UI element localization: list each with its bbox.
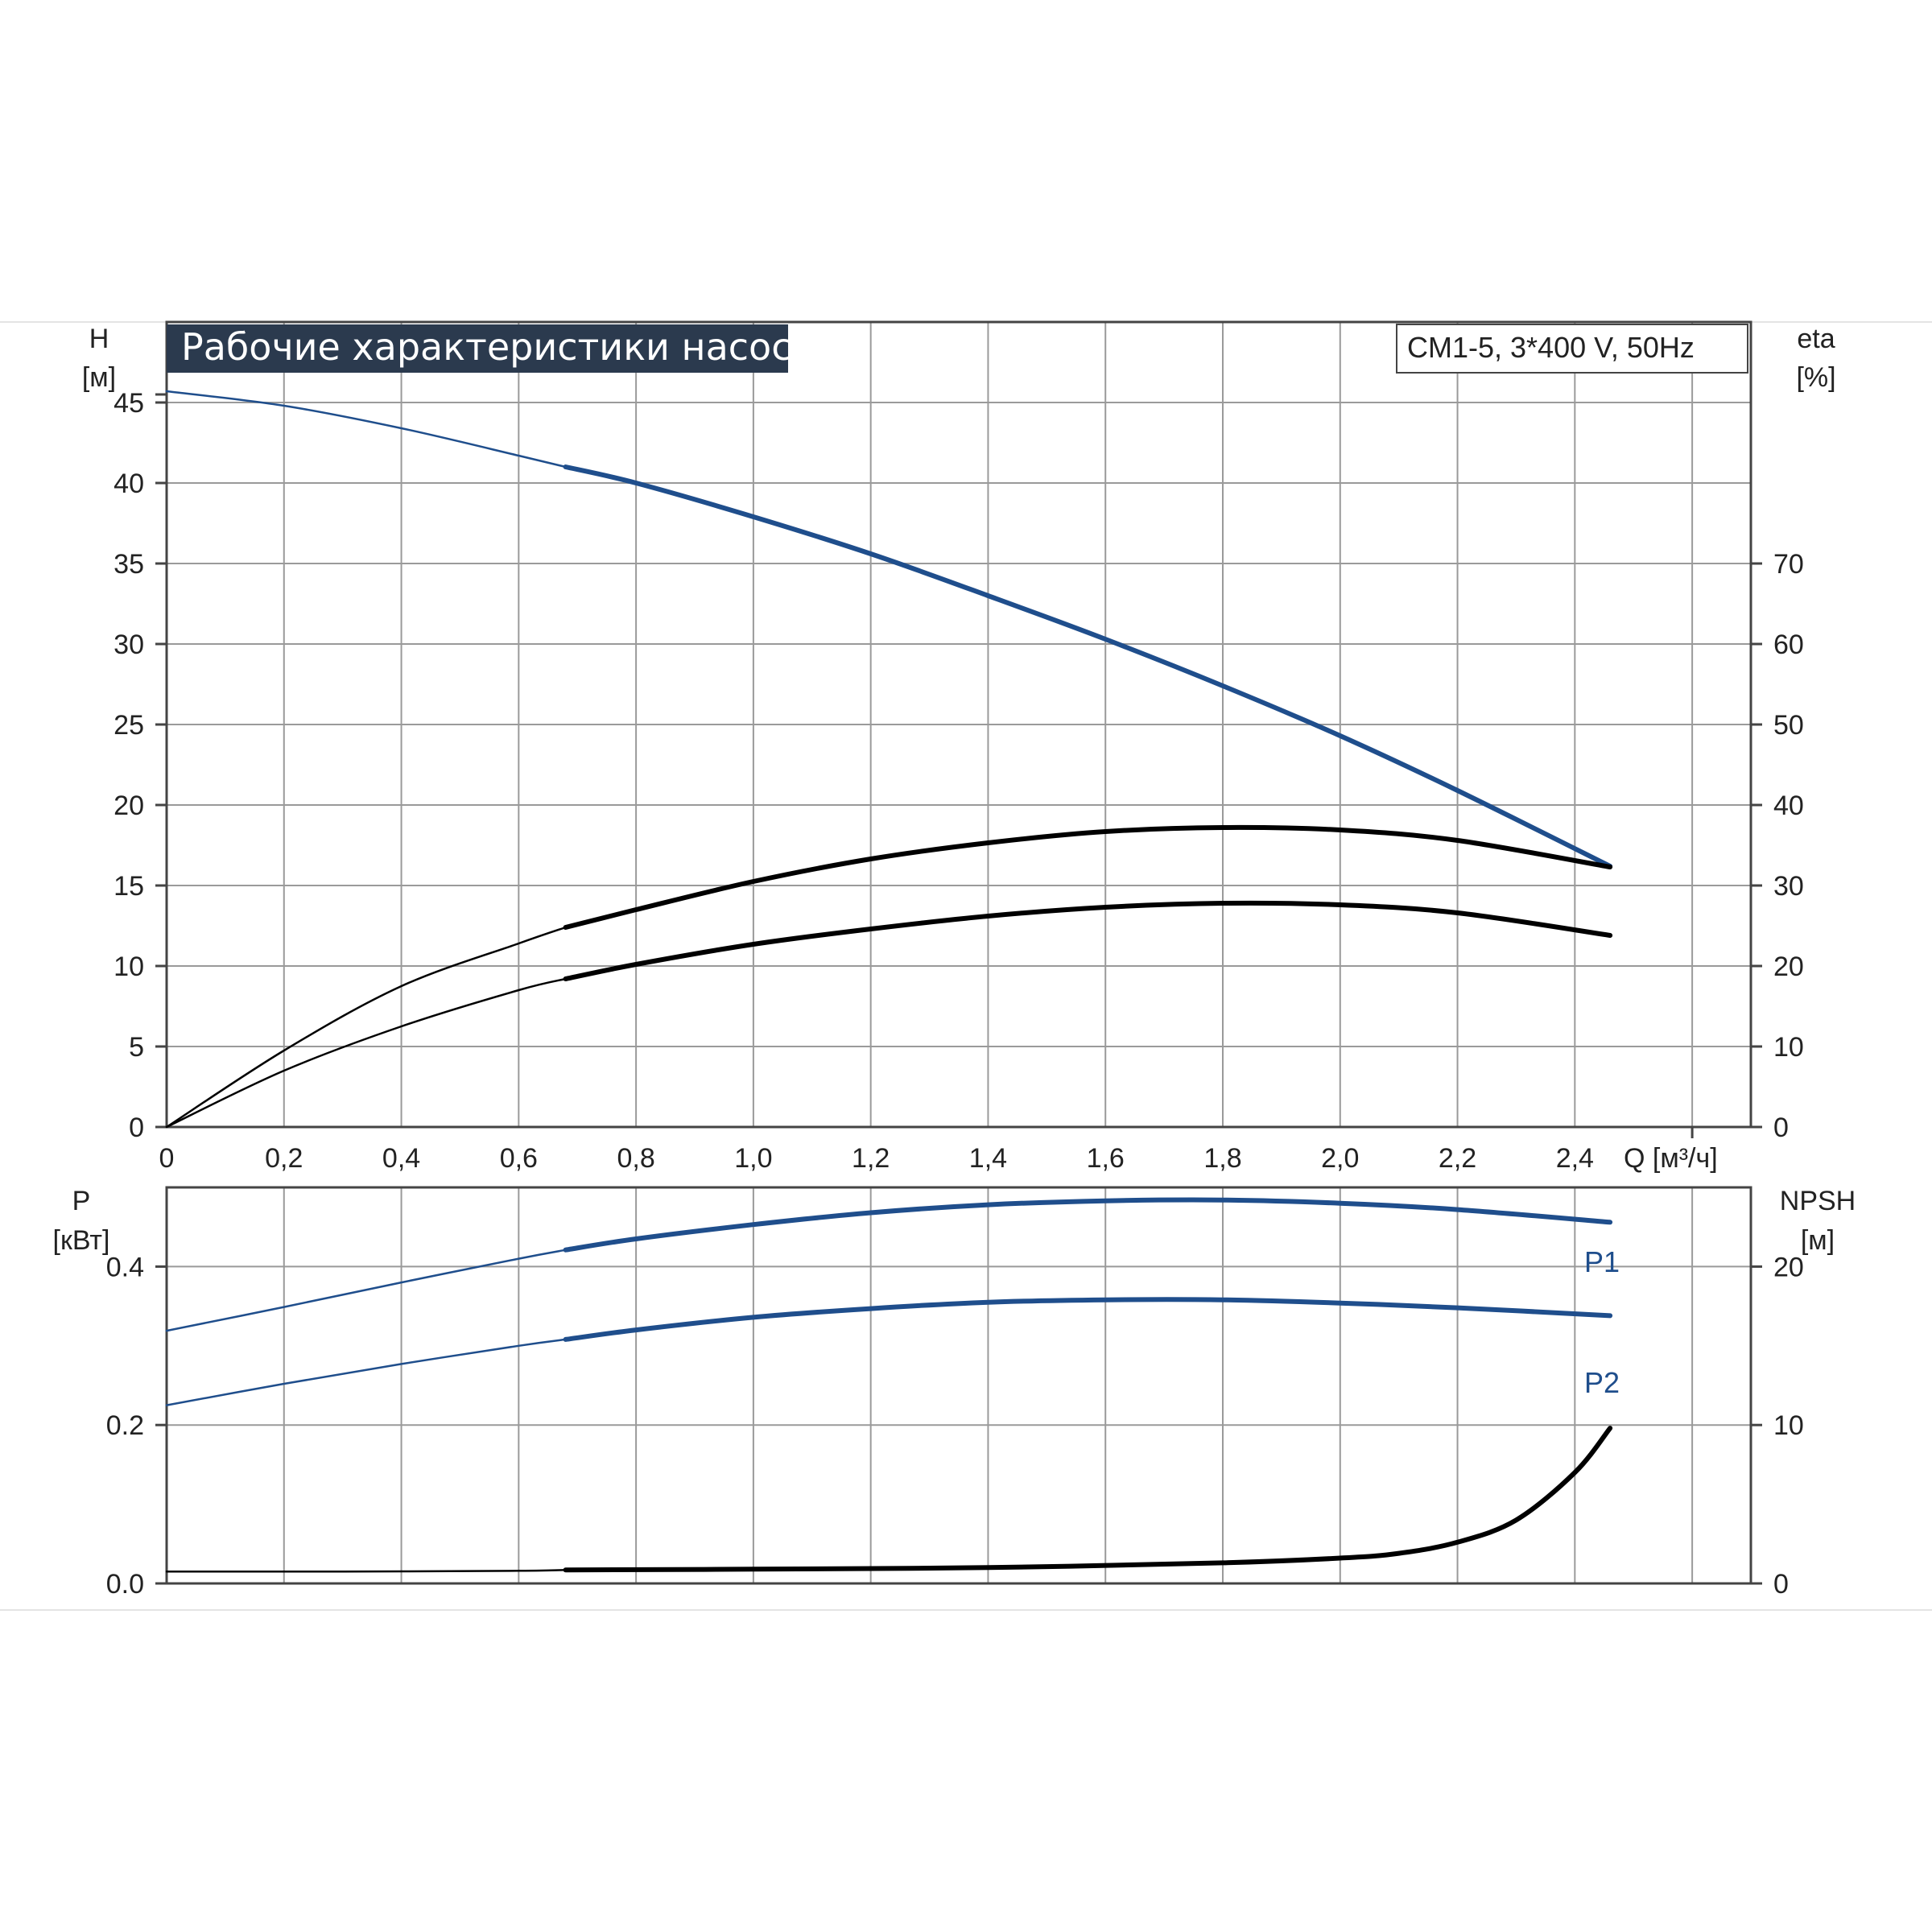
q-tick-label: 0,2 (265, 1143, 303, 1174)
eta-tick-label: 50 (1773, 710, 1804, 741)
npsh-tick-label: 20 (1773, 1252, 1804, 1282)
q-tick-label: 2,0 (1321, 1143, 1359, 1174)
eta-tick-label: 30 (1773, 871, 1804, 902)
npsh-axis-unit: [м] (1801, 1225, 1835, 1256)
npsh-tick-label: 10 (1773, 1410, 1804, 1441)
q-tick-label: 1,6 (1087, 1143, 1125, 1174)
curve-eta_pump-extended (165, 977, 567, 1129)
q-axis-label: Q [м³/ч] (1624, 1143, 1718, 1174)
q-tick-label: 0 (159, 1143, 175, 1174)
eta-tick-label: 40 (1773, 791, 1804, 821)
upper-curves (165, 390, 1613, 1129)
h-tick-label: 45 (114, 388, 144, 419)
q-tick-label: 1,2 (852, 1143, 890, 1174)
q-tick-label: 1,4 (969, 1143, 1007, 1174)
h-tick-label: 30 (114, 630, 144, 660)
lower-grid (167, 1187, 1751, 1583)
p-tick-label: 0.2 (106, 1410, 144, 1441)
upper-grid (167, 322, 1751, 1127)
eta-tick-label: 20 (1773, 952, 1804, 982)
lower-plot-frame (165, 1186, 1752, 1585)
p-tick-label: 0.0 (106, 1569, 144, 1600)
curve-p2-extended (165, 1338, 567, 1406)
upper-tick-labels: 0 5 10 15 20 25 30 35 40 45 0 10 20 30 40 50 60 70 0 0,2 0,4… (114, 388, 1804, 1174)
q-tick-label: 0,4 (382, 1143, 420, 1174)
h-tick-label: 15 (114, 871, 144, 902)
eta-tick-label: 60 (1773, 630, 1804, 660)
q-tick-label: 1,0 (734, 1143, 772, 1174)
h-tick-label: 5 (129, 1032, 144, 1063)
p-tick-label: 0.4 (106, 1252, 144, 1282)
eta-axis-unit: [%] (1796, 362, 1835, 393)
q-tick-label: 0,6 (500, 1143, 538, 1174)
npsh-tick-label: 0 (1773, 1569, 1789, 1600)
eta-tick-label: 0 (1773, 1113, 1789, 1143)
h-tick-label: 35 (114, 549, 144, 580)
chart-title-box (167, 324, 788, 373)
eta-tick-label: 70 (1773, 549, 1804, 580)
h-tick-label: 0 (129, 1113, 144, 1143)
q-tick-label: 2,4 (1556, 1143, 1594, 1174)
h-axis-label: H (89, 324, 109, 354)
curve-eta_total (563, 824, 1613, 930)
h-axis-unit: [м] (82, 362, 116, 393)
model-label-box (1396, 324, 1748, 374)
p-axis-unit: [кВт] (53, 1225, 110, 1256)
series-label-p2: P2 (1584, 1366, 1620, 1399)
eta-tick-label: 10 (1773, 1032, 1804, 1063)
curve-p1-extended (165, 1249, 567, 1332)
h-tick-label: 10 (114, 952, 144, 982)
series-label-p1: P1 (1584, 1245, 1620, 1278)
npsh-axis-label: NPSH (1780, 1186, 1856, 1216)
model-label: CM1-5, 3*400 V, 50Hz (1407, 331, 1695, 364)
p-axis-label: P (72, 1186, 91, 1216)
h-tick-label: 25 (114, 710, 144, 741)
lower-tick-labels: 0.0 0.2 0.4 0 10 20 (106, 1252, 1804, 1600)
h-tick-label: 20 (114, 791, 144, 821)
curve-h (563, 464, 1613, 869)
eta-axis-label: eta (1797, 324, 1835, 354)
curve-eta_total-extended (165, 926, 567, 1129)
curve-eta_pump (563, 900, 1613, 981)
q-tick-label: 1,8 (1203, 1143, 1241, 1174)
lower-curves (165, 1197, 1613, 1573)
h-tick-label: 40 (114, 469, 144, 499)
curve-p1 (563, 1197, 1613, 1253)
chart-title: Рабочие характеристики насоса (181, 325, 815, 369)
q-tick-label: 2,2 (1439, 1143, 1476, 1174)
curve-h-extended (165, 390, 567, 469)
curve-npsh (563, 1426, 1613, 1573)
curve-npsh-extended (165, 1569, 567, 1573)
curve-p2 (563, 1297, 1613, 1342)
q-tick-label: 0,8 (617, 1143, 654, 1174)
